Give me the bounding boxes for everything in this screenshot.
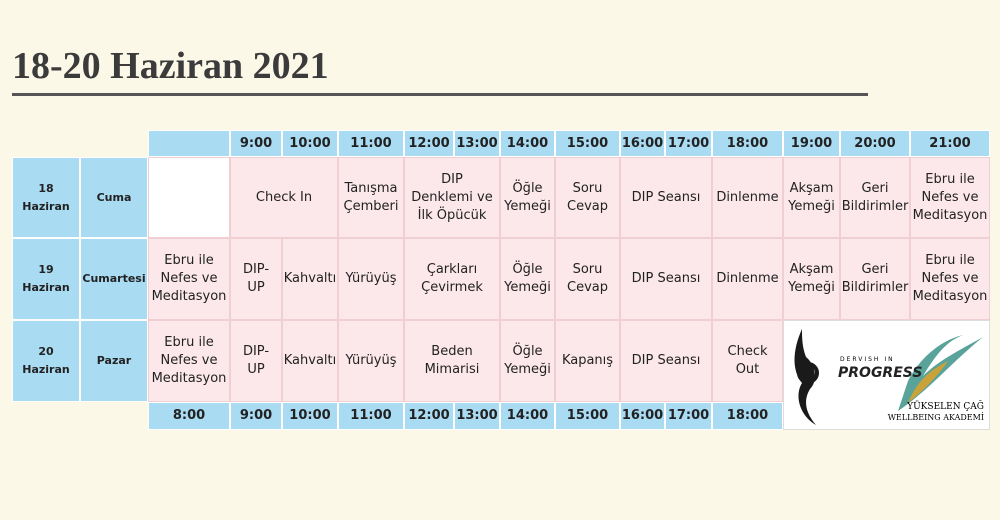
session-cell: DIP-UP [230,238,282,320]
session-cell: Dinlenme [712,157,783,238]
session-cell: DIP Denklemi ve İlk Öpücük [404,157,500,238]
header-time: 15:00 [555,130,620,157]
session-cell: Yürüyüş [338,320,404,402]
session-cell: Çarkları Çevirmek [404,238,500,320]
logo-main: PROGRESS [838,365,922,381]
session-cell: Yürüyüş [338,238,404,320]
row-date: 19 Haziran [12,238,80,320]
session-cell: DIP-UP [230,320,282,402]
row-date: 20 Haziran [12,320,80,402]
header-cell [148,130,230,157]
session-cell: Akşam Yemeği [783,157,840,238]
session-cell: Akşam Yemeği [783,238,840,320]
session-cell: DIP Seansı [620,320,712,402]
title: 18-20 Haziran 2021 [12,45,329,87]
header-time: 13:00 [454,130,500,157]
footer-time: 10:00 [282,402,338,430]
footer-time: 12:00 [404,402,454,430]
header-time: 14:00 [500,130,555,157]
footer-time: 13:00 [454,402,500,430]
header-time: 9:00 [230,130,282,157]
header-time: 12:00 [404,130,454,157]
footer-time: 14:00 [500,402,555,430]
session-cell: Kahvaltı [282,238,338,320]
session-cell: Check Out [712,320,783,402]
header-time: 21:00 [910,130,990,157]
session-cell: DIP Seansı [620,157,712,238]
logo-line1: YÜKSELEN ÇAĞ [906,400,984,412]
session-cell: Soru Cevap [555,157,620,238]
header-time: 18:00 [712,130,783,157]
session-cell: Geri Bildirimler [840,157,910,238]
header-time: 19:00 [783,130,840,157]
logo-top: DERVISH IN [840,356,895,363]
session-cell: Kahvaltı [282,320,338,402]
row-day: Cumartesi [80,238,148,320]
title-rule [12,93,868,96]
session-cell: Tanışma Çemberi [338,157,404,238]
session-cell: Öğle Yemeği [500,320,555,402]
header-time: 16:00 [620,130,665,157]
session-cell: Ebru ile Nefes ve Meditasyon [910,157,990,238]
session-cell: Ebru ile Nefes ve Meditasyon [148,320,230,402]
footer-time: 16:00 [620,402,665,430]
row-day: Pazar [80,320,148,402]
footer-time: 8:00 [148,402,230,430]
session-cell: Kapanış [555,320,620,402]
header-time: 17:00 [665,130,712,157]
footer-time: 17:00 [665,402,712,430]
session-cell: Geri Bildirimler [840,238,910,320]
footer-time: 11:00 [338,402,404,430]
footer-time: 9:00 [230,402,282,430]
header-time: 11:00 [338,130,404,157]
footer-time: 18:00 [712,402,783,430]
session-cell: Ebru ile Nefes ve Meditasyon [910,238,990,320]
session-cell: DIP Seansı [620,238,712,320]
row-day: Cuma [80,157,148,238]
session-cell: Check In [230,157,338,238]
session-cell: Dinlenme [712,238,783,320]
session-cell: Öğle Yemeği [500,238,555,320]
session-cell: Öğle Yemeği [500,157,555,238]
footer-time: 15:00 [555,402,620,430]
empty-cell [148,157,230,238]
session-cell: Ebru ile Nefes ve Meditasyon [148,238,230,320]
logo-line2: WELLBEING AKADEMİ [888,413,984,422]
row-date: 18 Haziran [12,157,80,238]
logo-graphic: DERVISH IN PROGRESS YÜKSELEN ÇAĞ WELLBEI… [794,329,984,425]
header-time: 10:00 [282,130,338,157]
session-cell: Beden Mimarisi [404,320,500,402]
session-cell: Soru Cevap [555,238,620,320]
logo: DERVISH IN PROGRESS YÜKSELEN ÇAĞ WELLBEI… [783,320,990,430]
header-time: 20:00 [840,130,910,157]
